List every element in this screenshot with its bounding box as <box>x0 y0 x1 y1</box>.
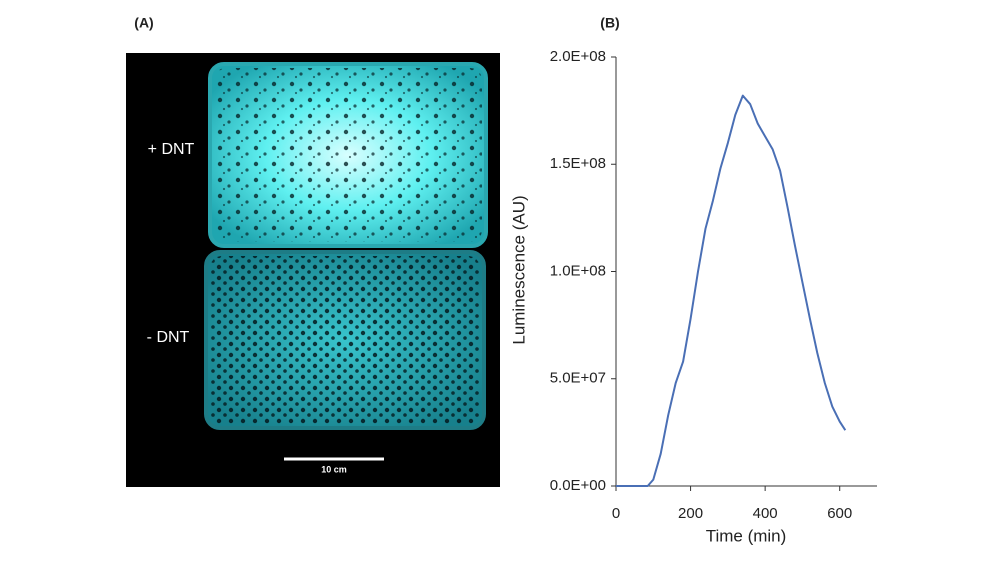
x-tick-label: 600 <box>827 505 852 522</box>
image-label: + DNT <box>148 141 195 158</box>
photo <box>126 53 500 487</box>
x-tick-label: 200 <box>678 505 703 522</box>
x-axis-title: Time (min) <box>706 526 787 545</box>
y-axis-title: Luminescence (AU) <box>509 195 528 344</box>
line-series <box>616 94 847 487</box>
panel-label: (A) <box>134 15 153 31</box>
y-tick-label: 5.0E+07 <box>550 370 606 387</box>
scale-bar-label: 10 cm <box>321 464 347 474</box>
y-tick-label: 0.0E+00 <box>550 477 606 494</box>
x-tick-label: 400 <box>753 505 778 522</box>
y-tick-label: 1.0E+08 <box>550 262 606 279</box>
image-label: - DNT <box>147 329 190 346</box>
panel-label: (B) <box>600 15 619 31</box>
x-tick-label: 0 <box>612 505 620 522</box>
y-tick-label: 2.0E+08 <box>550 48 606 65</box>
y-tick-label: 1.5E+08 <box>550 155 606 172</box>
